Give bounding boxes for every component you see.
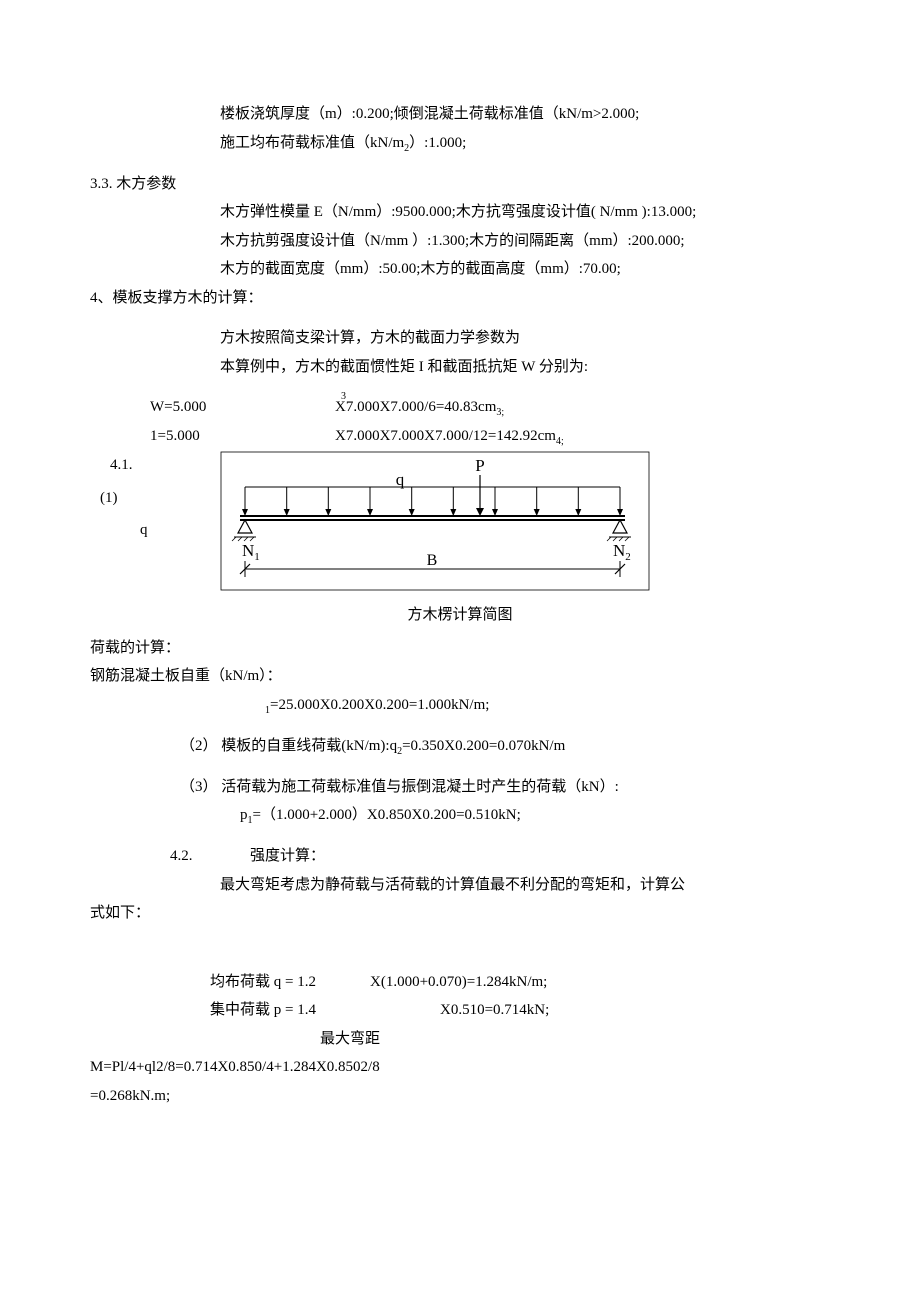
line-simple-beam: 方木按照简支梁计算，方木的截面力学参数为	[90, 324, 830, 353]
label-q-svg: q	[396, 470, 405, 489]
line-section-dims: 木方的截面宽度（mm）:50.00;木方的截面高度（mm）:70.00;	[90, 255, 830, 284]
beam-diagram: P q	[220, 451, 650, 591]
sec42-body-line1: 最大弯矩考虑为静荷载与活荷载的计算值最不利分配的弯矩和，计算公	[90, 871, 830, 900]
support-left	[238, 520, 252, 533]
force-P-arrow	[476, 508, 484, 516]
distributed-arrows	[242, 487, 623, 516]
label-paren-1: (1)	[90, 484, 220, 513]
superscript-3: 3	[341, 387, 346, 406]
line-concrete-weight: 钢筋混凝土板自重（kN/m）：	[90, 662, 830, 691]
sec42-text1: 最大弯矩考虑为静荷载与活荷载的计算值最不利分配的弯矩和，计算公	[220, 877, 685, 893]
label-N2: N2	[613, 541, 631, 563]
item-3-eq: p1=（1.000+2.000）X0.850X0.200=0.510kN;	[90, 801, 830, 830]
eq-w-text: X7.000X7.000/6=40.83cm	[335, 399, 496, 415]
line-construction-load: 施工均布荷载标准值（kN/m2）:1.000;	[90, 129, 830, 158]
item-2-eq: =0.350X0.200=0.070kN/m	[402, 738, 565, 754]
label-P: P	[475, 456, 484, 475]
label-4-1: 4.1.	[90, 451, 220, 480]
line-slab-thickness: 楼板浇筑厚度（m）:0.200;倾倒混凝土荷载标准值（kN/m>2.000;	[90, 100, 830, 129]
label-q: q	[90, 516, 220, 545]
concentrated-load-val: X0.510=0.714kN;	[440, 996, 549, 1025]
support-right	[613, 520, 627, 533]
heading-4-2-text: 强度计算：	[250, 842, 325, 871]
heading-3-3: 3.3. 木方参数	[90, 170, 830, 199]
eq-M-line2: =0.268kN.m;	[90, 1082, 830, 1111]
figure-region: 4.1. (1) q P q	[90, 451, 830, 591]
max-moment-label: 最大弯距	[90, 1025, 830, 1054]
eq-i-left: 1=5.000	[150, 422, 335, 451]
item-2: （2） 模板的自重线荷载(kN/m):q2=0.350X0.200=0.070k…	[90, 732, 830, 761]
concentrated-load-label: 集中荷载 p = 1.4	[210, 996, 440, 1025]
heading-4-2: 4.2. 强度计算：	[90, 842, 830, 871]
item-3-p: p	[240, 807, 248, 823]
text-part: 施工均布荷载标准值（kN/m	[220, 135, 404, 151]
subscript-3: 3;	[496, 407, 504, 418]
eq-w-left: W=5.000	[150, 393, 335, 422]
label-B: B	[427, 552, 438, 569]
uniform-load-val: X(1.000+0.070)=1.284kN/m;	[370, 968, 547, 997]
eq-q1: 1=25.000X0.200X0.200=1.000kN/m;	[90, 691, 830, 720]
item-3: （3） 活荷载为施工荷载标准值与振倒混凝土时产生的荷载（kN）:	[90, 773, 830, 802]
item-3-val: =（1.000+2.000）X0.850X0.200=0.510kN;	[253, 807, 521, 823]
eq-M-line1: M=Pl/4+ql2/8=0.714X0.850/4+1.284X0.8502/…	[90, 1053, 830, 1082]
item-2-text: （2） 模板的自重线荷载(kN/m):q	[180, 738, 397, 754]
figure-caption: 方木楞计算简图	[90, 601, 830, 630]
heading-load-calc: 荷载的计算：	[90, 634, 830, 663]
concentrated-load-line: 集中荷载 p = 1.4 X0.510=0.714kN;	[90, 996, 830, 1025]
equation-w: W=5.000 3X7.000X7.000/6=40.83cm3;	[90, 393, 830, 422]
heading-4: 4、模板支撑方木的计算：	[90, 284, 830, 313]
eq-i-text: X7.000X7.000X7.000/12=142.92cm	[335, 428, 556, 444]
uniform-load-line: 均布荷载 q = 1.2 X(1.000+0.070)=1.284kN/m;	[90, 968, 830, 997]
eq-w-right: 3X7.000X7.000/6=40.83cm3;	[335, 393, 504, 422]
text-part: ）:1.000;	[409, 135, 466, 151]
equation-i: 1=5.000 X7.000X7.000X7.000/12=142.92cm4;	[90, 422, 830, 451]
line-elastic-modulus: 木方弹性模量 E（N/mm）:9500.000;木方抗弯强度设计值( N/mm …	[90, 198, 830, 227]
line-shear-strength: 木方抗剪强度设计值（N/mm ）:1.300;木方的间隔距离（mm）:200.0…	[90, 227, 830, 256]
uniform-load-label: 均布荷载 q = 1.2	[210, 968, 370, 997]
label-N1: N1	[242, 541, 260, 563]
line-moment-intro: 本算例中，方木的截面惯性矩 I 和截面抵抗矩 W 分别为:	[90, 353, 830, 382]
figure-left-labels: 4.1. (1) q	[90, 451, 220, 545]
sec42-body-line2: 式如下：	[90, 899, 830, 928]
eq-q1-text: =25.000X0.200X0.200=1.000kN/m;	[270, 697, 489, 713]
eq-i-right: X7.000X7.000X7.000/12=142.92cm4;	[335, 422, 564, 451]
subscript-4: 4;	[556, 436, 564, 447]
heading-4-2-num: 4.2.	[170, 842, 250, 871]
